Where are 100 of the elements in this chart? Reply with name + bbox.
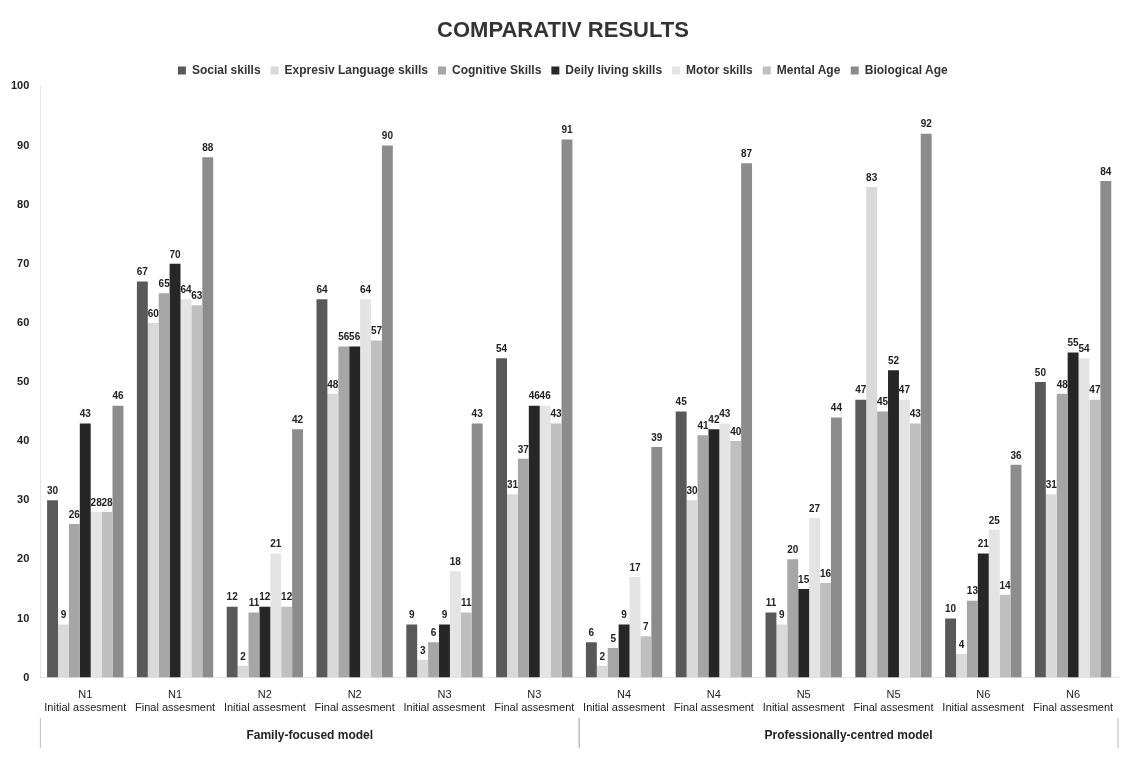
data-label: 27 [809,502,821,514]
chart-title: COMPARATIV RESULTS [437,17,689,43]
bar [68,523,80,678]
bar [371,340,382,678]
x-tick-label: N2 Final assesment [314,688,395,714]
bar [909,423,921,678]
data-label: 30 [46,484,59,496]
bar [776,624,788,678]
data-label: 91 [561,124,573,136]
y-tick-label: 0 [23,670,30,683]
bar [237,665,249,678]
bar [966,600,978,678]
data-label: 31 [506,479,519,491]
bar [428,642,440,678]
data-label: 65 [158,278,171,290]
y-tick-label: 40 [17,434,30,447]
legend-label: Biological Age [864,62,948,77]
bar [471,423,483,678]
data-label: 9 [408,609,415,621]
bar [877,411,889,678]
data-label: 87 [741,148,753,160]
x-tick-label: N1 Final assesment [135,688,216,714]
data-label: 67 [136,266,149,278]
bar [191,305,203,678]
data-label: 84 [1100,165,1112,177]
data-label: 5 [610,632,617,644]
bar [1089,399,1101,678]
data-label: 30 [686,484,699,496]
bar [101,512,113,678]
data-label: 47 [1089,384,1101,396]
data-label: 83 [866,171,878,183]
data-label: 9 [779,609,786,621]
data-label: 10 [945,603,957,615]
data-label: 52 [887,354,900,366]
legend-label: Social skills [191,62,261,77]
bar [169,263,181,678]
data-label: 11 [460,597,472,609]
data-label: 46 [112,390,124,402]
data-label: 13 [966,585,979,597]
bar [406,624,418,678]
bar [439,624,450,678]
data-label: 20 [787,544,799,556]
bar [528,405,540,678]
data-label: 26 [68,508,81,520]
bar [360,299,372,678]
bar [316,299,328,678]
data-label: 88 [202,142,214,154]
data-label: 15 [798,573,810,585]
bar [629,577,641,678]
data-label: 11 [248,597,260,609]
data-label: 57 [370,325,383,337]
data-label: 21 [977,538,990,550]
bar [550,423,562,678]
data-label: 14 [999,579,1012,591]
data-label: 42 [708,414,720,426]
bar [381,145,393,678]
data-label: 37 [517,443,530,455]
y-tick-label: 10 [17,611,30,624]
y-tick-label: 30 [17,493,30,506]
bar [741,163,753,678]
bar [270,553,282,678]
data-label: 3 [419,644,426,656]
data-label: 6 [430,626,437,638]
data-label: 36 [1010,449,1023,461]
bar [507,494,518,678]
bar [460,612,472,678]
data-label: 11 [765,597,777,609]
data-label: 42 [292,414,304,426]
data-label: 31 [1045,479,1058,491]
bar [561,139,573,678]
y-tick-label: 80 [17,197,30,210]
bar [719,423,731,678]
bar [988,529,1000,678]
bar [338,346,350,678]
bar [618,624,630,678]
x-tick-label: N3 Final assesment [494,688,575,714]
data-label: 48 [1056,378,1069,390]
data-label: 9 [441,609,448,621]
data-label: 70 [169,248,182,260]
bar [708,429,720,678]
bar [1078,358,1090,678]
bar [47,500,58,678]
bar [90,512,102,678]
bar [79,423,91,678]
data-label: 63 [191,289,203,301]
bar [675,411,687,678]
x-tick-label: N1 Initial assesment [44,688,127,714]
y-tick-label: 90 [17,138,30,151]
data-label: 4 [958,638,965,650]
legend-label: Motor skills [686,62,754,77]
data-label: 12 [281,591,293,603]
bar [158,293,170,678]
bar [1100,180,1112,678]
bar [596,665,608,678]
bar [820,583,831,678]
data-label: 45 [675,396,688,408]
bar [830,417,842,678]
bar [496,358,508,678]
data-label: 64 [360,283,372,295]
x-tick-label: N2 Initial assesment [223,688,306,714]
